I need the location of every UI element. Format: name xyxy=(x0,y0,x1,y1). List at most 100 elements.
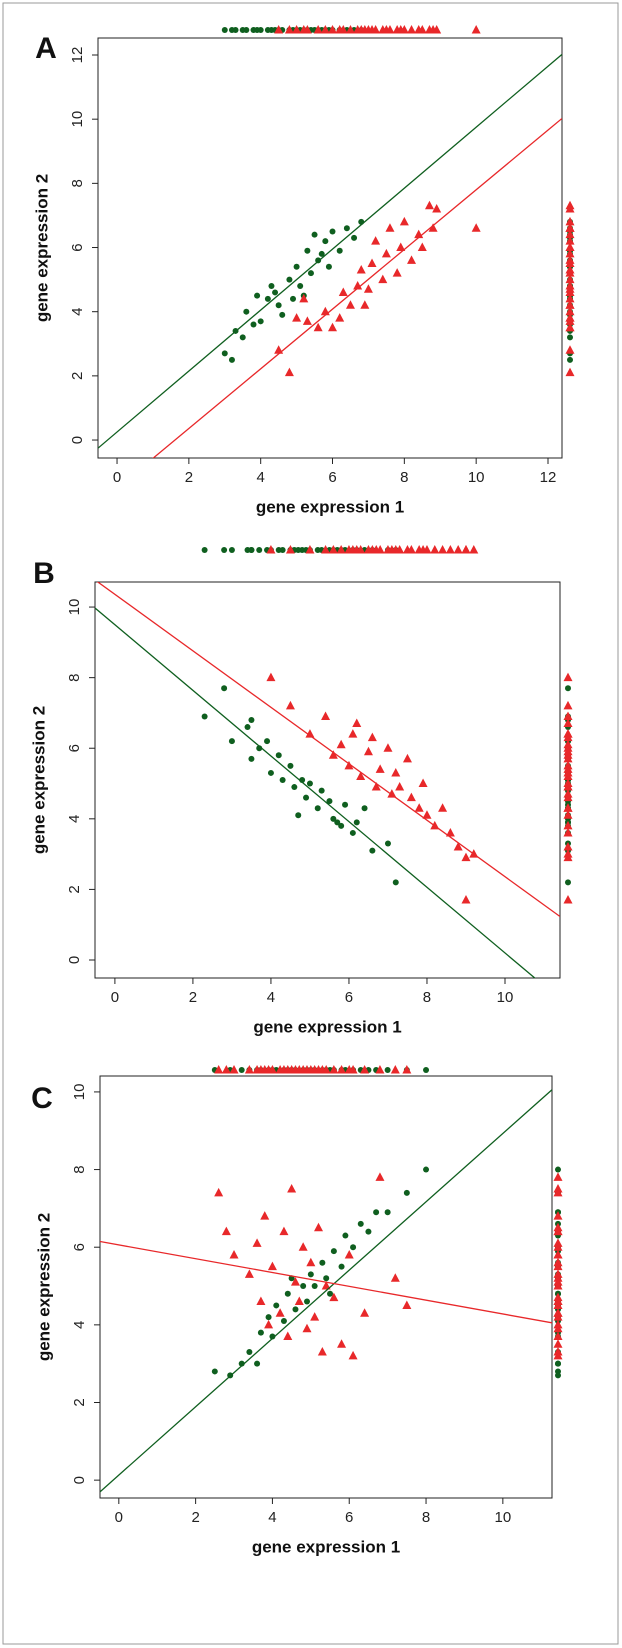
point xyxy=(363,746,373,756)
x-tick-label: 8 xyxy=(422,1509,430,1526)
y-tick-label: 6 xyxy=(71,1243,88,1251)
top-rug-point xyxy=(329,1065,339,1074)
point xyxy=(353,281,363,290)
point xyxy=(367,732,377,742)
point xyxy=(297,283,304,290)
top-rug-point xyxy=(338,25,348,34)
right-rug-point xyxy=(563,753,573,763)
point xyxy=(269,1333,276,1340)
point xyxy=(228,738,235,745)
point xyxy=(343,225,350,232)
panel-label: B xyxy=(33,557,55,590)
panel-label: C xyxy=(31,1082,53,1115)
plot-frame xyxy=(99,1075,553,1499)
point xyxy=(453,842,463,851)
point xyxy=(310,1312,320,1321)
top-rug-point xyxy=(360,25,370,34)
point xyxy=(327,1290,334,1297)
right-rug-point xyxy=(553,1281,563,1290)
point xyxy=(267,769,274,776)
right-rug-point xyxy=(553,1172,563,1181)
top-rug-point xyxy=(395,545,405,554)
top-rug-point xyxy=(402,1065,412,1074)
right-rug-point xyxy=(553,1273,563,1282)
top-rug-point xyxy=(422,545,432,554)
point xyxy=(375,1172,385,1181)
top-rug-point xyxy=(321,545,331,554)
plot-frame xyxy=(97,37,563,459)
y-tick-label: 10 xyxy=(71,1084,88,1101)
top-rug-point xyxy=(461,545,471,554)
right-rug-point xyxy=(553,1300,563,1309)
point xyxy=(279,777,286,783)
point xyxy=(371,236,381,245)
regression-line xyxy=(100,1089,552,1493)
top-rug-point xyxy=(244,1065,254,1074)
top-rug-point xyxy=(360,1065,370,1074)
y-axis-label: gene expression 2 xyxy=(34,1213,53,1361)
top-rug-point xyxy=(201,547,208,553)
point xyxy=(384,1209,391,1216)
point xyxy=(221,1226,231,1236)
right-rug-point xyxy=(567,356,573,363)
right-rug-point xyxy=(565,293,575,303)
x-tick-label: 6 xyxy=(345,1509,353,1526)
right-rug-point xyxy=(563,711,573,720)
top-rug-point xyxy=(305,545,315,554)
right-rug-point xyxy=(565,242,575,252)
right-rug-point xyxy=(565,248,575,258)
right-rug-point xyxy=(565,367,575,377)
top-rug-point xyxy=(337,1065,347,1074)
right-rug-point xyxy=(565,300,575,309)
point xyxy=(351,234,358,241)
point xyxy=(304,247,311,254)
point xyxy=(402,1300,412,1309)
regression-line xyxy=(100,1240,552,1324)
right-rug-point xyxy=(553,1350,563,1360)
top-rug-point xyxy=(348,1065,358,1074)
top-rug-point xyxy=(256,547,263,553)
point xyxy=(201,713,208,720)
top-rug-point xyxy=(399,25,409,34)
right-rug-point xyxy=(565,879,571,886)
point xyxy=(385,223,395,232)
top-rug-point xyxy=(214,1065,224,1074)
regression-line xyxy=(95,607,536,978)
top-rug-point xyxy=(469,545,479,554)
point xyxy=(338,1263,345,1270)
right-rug-point xyxy=(565,322,575,332)
point xyxy=(330,1248,337,1255)
plot-area xyxy=(100,1089,552,1493)
point xyxy=(384,840,391,847)
point xyxy=(338,822,345,829)
point xyxy=(257,1329,264,1336)
right-rug-point xyxy=(565,284,575,293)
point xyxy=(329,228,336,235)
point xyxy=(307,270,314,277)
top-rug-point xyxy=(438,545,448,554)
right-rug-point xyxy=(565,268,575,277)
y-tick-label: 10 xyxy=(69,111,86,128)
right-rug-point xyxy=(563,672,573,682)
point xyxy=(321,1281,331,1290)
y-tick-label: 6 xyxy=(69,243,86,251)
point xyxy=(266,672,276,682)
x-tick-label: 2 xyxy=(185,469,193,486)
top-rug-point xyxy=(345,25,355,34)
point xyxy=(371,782,381,791)
point xyxy=(229,1249,239,1259)
point xyxy=(387,789,397,798)
point xyxy=(248,717,255,723)
plot-frame xyxy=(94,581,561,979)
point xyxy=(378,274,388,284)
point xyxy=(264,738,271,745)
point xyxy=(337,1339,347,1348)
point xyxy=(360,1308,370,1317)
top-rug-point xyxy=(221,1065,231,1074)
point xyxy=(318,787,325,794)
point xyxy=(254,1360,261,1367)
right-rug-point xyxy=(563,842,573,851)
point xyxy=(345,300,355,309)
top-rug-point xyxy=(428,25,438,34)
